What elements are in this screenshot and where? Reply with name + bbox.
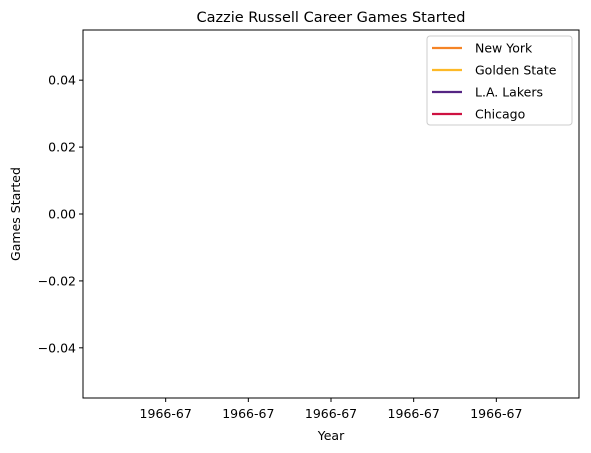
y-tick-label: 0.00 — [48, 207, 76, 222]
x-axis: 1966-67 1966-67 1966-67 1966-67 1966-67 — [140, 398, 522, 421]
y-axis-label: Games Started — [8, 167, 23, 261]
y-tick-label: 0.04 — [48, 73, 76, 88]
legend-label: Golden State — [475, 63, 557, 78]
y-tick-label: −0.02 — [38, 273, 76, 288]
legend-label: Chicago — [475, 107, 525, 122]
legend-label: L.A. Lakers — [475, 85, 543, 100]
y-tick-label: −0.04 — [38, 340, 76, 355]
x-axis-label: Year — [317, 428, 345, 443]
x-tick-label: 1966-67 — [305, 406, 357, 421]
x-tick-label: 1966-67 — [470, 406, 522, 421]
x-tick-label: 1966-67 — [222, 406, 274, 421]
legend-label: New York — [475, 41, 533, 56]
legend-box — [426, 35, 573, 126]
x-tick-label: 1966-67 — [140, 406, 192, 421]
y-axis: −0.04 −0.02 0.00 0.02 0.04 — [38, 73, 83, 355]
x-tick-label: 1966-67 — [388, 406, 440, 421]
legend: New York Golden State L.A. Lakers Chicago — [426, 35, 573, 126]
y-tick-label: 0.02 — [48, 140, 76, 155]
chart-title: Cazzie Russell Career Games Started — [196, 10, 465, 26]
